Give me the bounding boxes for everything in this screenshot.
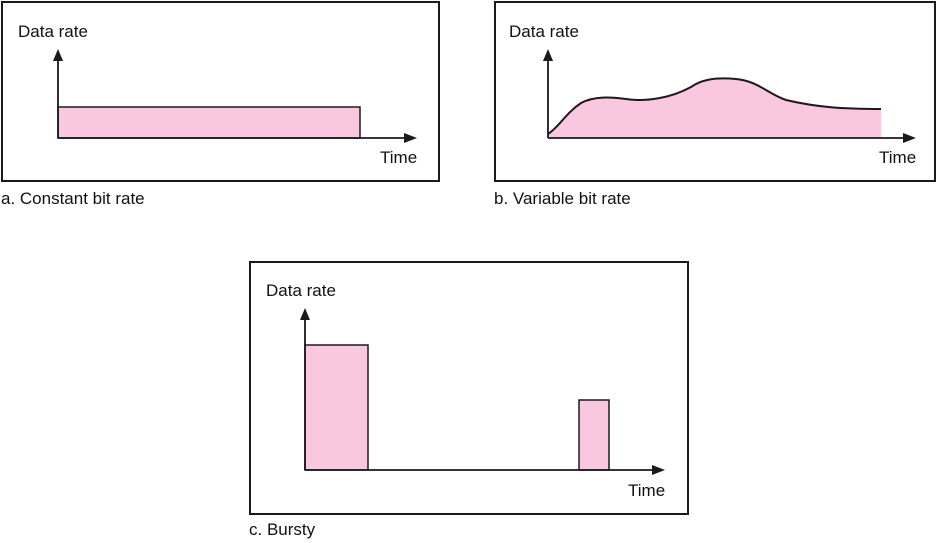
burst-2 [578,399,610,471]
variable-bit-rate-panel: Data rate Time [494,1,936,182]
x-axis-arrowhead [404,133,417,143]
y-axis-arrowhead [300,308,310,320]
x-axis-arrowhead [652,465,665,475]
x-axis-label: Time [628,481,666,500]
caption-variable-bit-rate: b. Variable bit rate [494,189,631,208]
constant-rate-area [57,106,361,139]
y-axis-label: Data rate [266,281,336,300]
y-axis-arrowhead [543,49,553,61]
caption-bursty: c. Bursty [249,520,316,539]
bursty-graph [300,308,665,475]
x-axis-label: Time [380,148,418,167]
constant-bit-rate-graph [53,49,417,143]
y-axis-label: Data rate [18,22,88,41]
variable-rate-area [548,78,881,138]
x-axis-label: Time [879,148,917,167]
burst-1 [304,344,369,471]
bursty-panel: Data rate Time [249,261,689,515]
y-axis-arrowhead [53,49,63,61]
variable-bit-rate-graph [543,49,916,143]
variable-rate-curve [547,77,882,135]
constant-bit-rate-panel: Data rate Time [1,1,440,182]
x-axis-arrowhead [903,133,916,143]
caption-constant-bit-rate: a. Constant bit rate [1,189,145,208]
y-axis-label: Data rate [509,22,579,41]
